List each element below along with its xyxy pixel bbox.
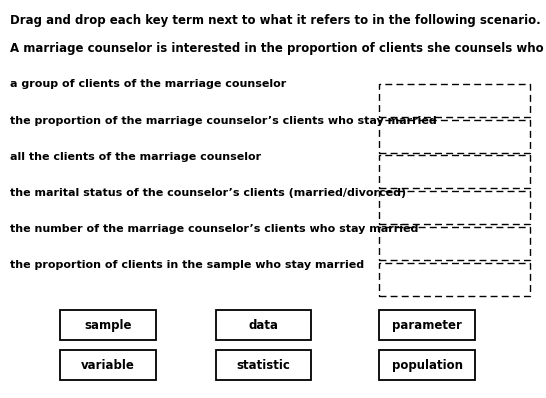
- Text: the marital status of the counselor’s clients (married/divorced): the marital status of the counselor’s cl…: [10, 188, 406, 198]
- Text: sample: sample: [84, 319, 132, 332]
- Text: parameter: parameter: [393, 319, 462, 332]
- Text: a group of clients of the marriage counselor: a group of clients of the marriage couns…: [10, 78, 286, 89]
- Text: data: data: [248, 319, 278, 332]
- Text: variable: variable: [81, 359, 135, 372]
- Text: the number of the marriage counselor’s clients who stay married: the number of the marriage counselor’s c…: [10, 224, 418, 234]
- Text: all the clients of the marriage counselor: all the clients of the marriage counselo…: [10, 152, 261, 162]
- Text: Drag and drop each key term next to what it refers to in the following scenario.: Drag and drop each key term next to what…: [10, 14, 541, 27]
- Text: statistic: statistic: [236, 359, 290, 372]
- Text: the proportion of clients in the sample who stay married: the proportion of clients in the sample …: [10, 259, 364, 270]
- Text: A marriage counselor is interested in the proportion of clients she counsels who: A marriage counselor is interested in th…: [10, 42, 546, 55]
- Text: population: population: [391, 359, 463, 372]
- Text: the proportion of the marriage counselor’s clients who stay married: the proportion of the marriage counselor…: [10, 116, 437, 127]
